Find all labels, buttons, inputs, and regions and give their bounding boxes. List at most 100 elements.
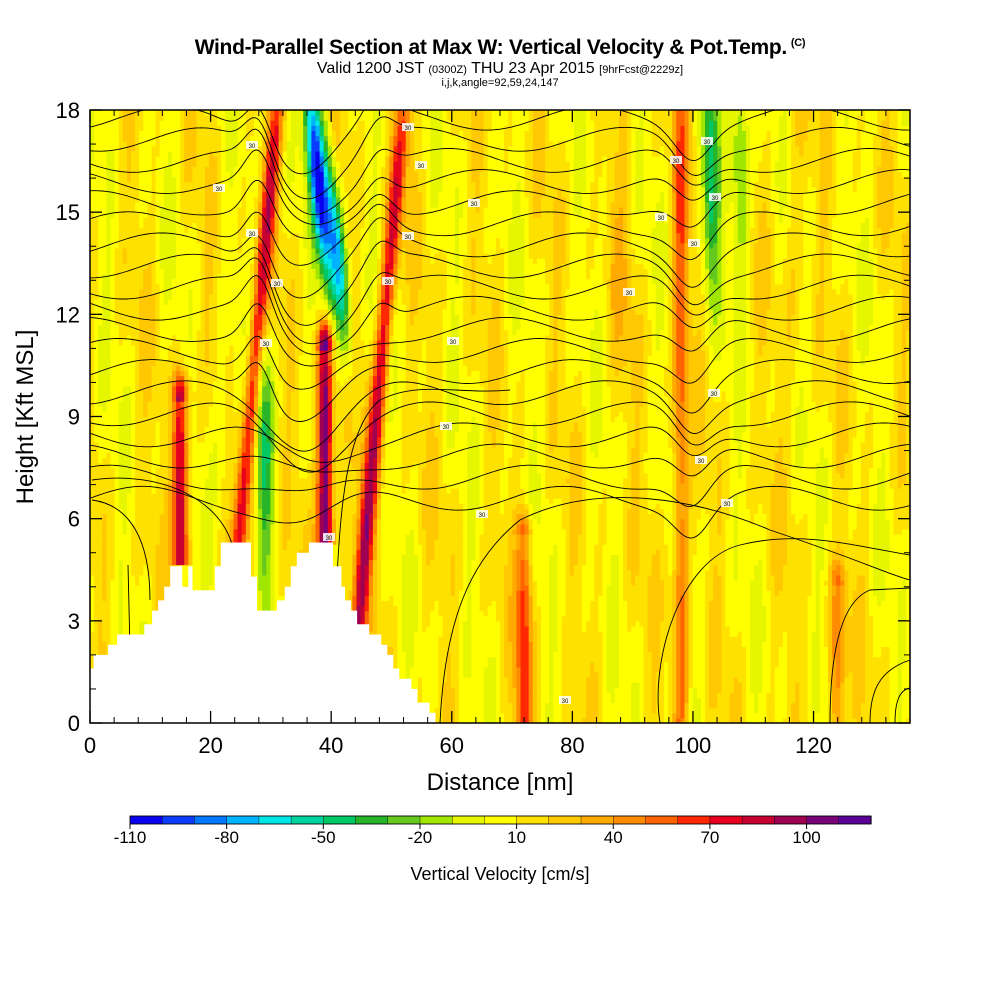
velocity-cell <box>168 238 173 244</box>
velocity-cell <box>201 478 206 484</box>
velocity-cell <box>139 498 144 504</box>
velocity-cell <box>205 457 210 463</box>
velocity-cell <box>115 590 120 596</box>
velocity-cell <box>111 299 116 305</box>
velocity-cell <box>238 473 243 479</box>
velocity-cell <box>234 335 239 341</box>
velocity-cell <box>156 253 161 259</box>
velocity-cell <box>94 274 99 280</box>
velocity-cell <box>156 340 161 346</box>
velocity-cell <box>98 197 103 203</box>
velocity-cell <box>172 141 177 147</box>
velocity-cell <box>119 371 124 377</box>
velocity-cell <box>168 243 173 249</box>
velocity-cell <box>176 365 181 371</box>
velocity-cell <box>225 222 230 228</box>
velocity-cell <box>115 417 120 423</box>
velocity-cell <box>139 299 144 305</box>
velocity-cell <box>258 524 263 530</box>
velocity-cell <box>135 498 140 504</box>
velocity-cell <box>94 641 99 647</box>
velocity-cell <box>180 417 185 423</box>
velocity-cell <box>184 146 189 152</box>
velocity-cell <box>234 345 239 351</box>
velocity-cell <box>119 549 124 555</box>
velocity-cell <box>115 335 120 341</box>
velocity-cell <box>234 166 239 172</box>
velocity-cell <box>242 483 247 489</box>
velocity-cell <box>229 141 234 147</box>
velocity-cell <box>254 335 259 341</box>
velocity-cell <box>205 422 210 428</box>
velocity-cell <box>209 519 214 525</box>
velocity-cell <box>152 560 157 566</box>
velocity-cell <box>234 187 239 193</box>
velocity-cell <box>160 437 165 443</box>
velocity-cell <box>106 386 111 392</box>
velocity-cell <box>184 217 189 223</box>
velocity-cell <box>102 284 107 290</box>
velocity-cell <box>184 238 189 244</box>
velocity-cell <box>147 176 152 182</box>
velocity-cell <box>172 452 177 458</box>
velocity-cell <box>164 125 169 131</box>
velocity-cell <box>188 519 193 525</box>
velocity-cell <box>176 376 181 382</box>
velocity-cell <box>209 447 214 453</box>
velocity-cell <box>135 616 140 622</box>
velocity-cell <box>238 442 243 448</box>
velocity-cell <box>254 171 259 177</box>
velocity-cell <box>164 146 169 152</box>
velocity-cell <box>119 503 124 509</box>
velocity-cell <box>229 463 234 469</box>
velocity-cell <box>123 570 128 576</box>
velocity-cell <box>164 503 169 509</box>
velocity-cell <box>135 447 140 453</box>
velocity-cell <box>229 212 234 218</box>
velocity-cell <box>164 243 169 249</box>
velocity-cell <box>123 585 128 591</box>
velocity-cell <box>229 483 234 489</box>
velocity-cell <box>152 447 157 453</box>
velocity-cell <box>152 110 157 116</box>
velocity-cell <box>102 217 107 223</box>
velocity-cell <box>119 595 124 601</box>
velocity-cell <box>139 284 144 290</box>
velocity-cell <box>172 498 177 504</box>
velocity-cell <box>135 330 140 336</box>
velocity-cell <box>205 468 210 474</box>
velocity-cell <box>115 534 120 540</box>
velocity-cell <box>258 473 263 479</box>
velocity-cell <box>94 345 99 351</box>
velocity-cell <box>143 207 148 213</box>
velocity-cell <box>180 396 185 402</box>
velocity-cell <box>152 253 157 259</box>
velocity-cell <box>254 483 259 489</box>
velocity-cell <box>184 432 189 438</box>
velocity-cell <box>201 258 206 264</box>
velocity-cell <box>172 115 177 121</box>
velocity-cell <box>131 417 136 423</box>
velocity-cell <box>94 560 99 566</box>
velocity-cell <box>184 253 189 259</box>
velocity-cell <box>180 182 185 188</box>
velocity-cell <box>111 595 116 601</box>
velocity-cell <box>197 570 202 576</box>
velocity-cell <box>131 621 136 627</box>
velocity-cell <box>180 381 185 387</box>
velocity-cell <box>172 396 177 402</box>
velocity-cell <box>160 565 165 571</box>
velocity-cell <box>213 355 218 361</box>
velocity-cell <box>180 274 185 280</box>
velocity-cell <box>209 417 214 423</box>
velocity-cell <box>201 335 206 341</box>
velocity-cell <box>225 289 230 295</box>
velocity-cell <box>123 176 128 182</box>
velocity-cell <box>250 330 255 336</box>
velocity-cell <box>156 427 161 433</box>
velocity-cell <box>127 488 132 494</box>
velocity-cell <box>156 115 161 121</box>
velocity-cell <box>188 447 193 453</box>
velocity-cell <box>238 304 243 310</box>
velocity-cell <box>143 570 148 576</box>
